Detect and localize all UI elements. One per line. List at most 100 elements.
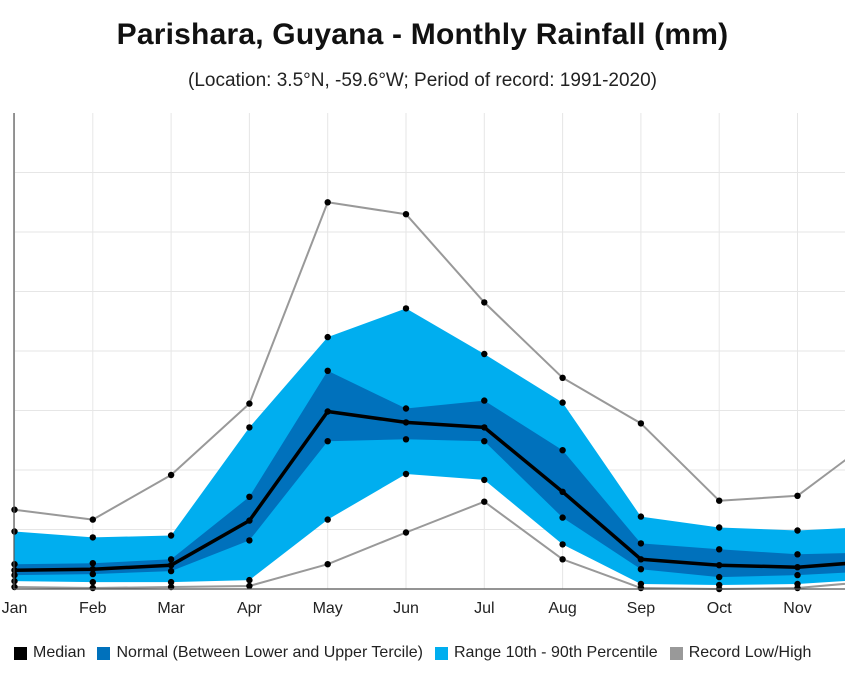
- lower-tercile-point: [324, 438, 331, 445]
- legend-label: Median: [33, 644, 86, 661]
- x-tick-label: Jun: [393, 600, 419, 617]
- legend-item: Normal (Between Lower and Upper Tercile): [97, 644, 423, 662]
- lower-tercile-point: [481, 438, 488, 445]
- median-line: [14, 409, 845, 572]
- record-high-point: [402, 211, 410, 218]
- legend-label: Normal (Between Lower and Upper Tercile): [116, 644, 423, 661]
- lower-tercile-point: [402, 436, 410, 443]
- record-low-point: [324, 561, 331, 568]
- record-high-point: [324, 199, 331, 206]
- legend-label: Range 10th - 90th Percentile: [454, 644, 658, 661]
- lower-tercile-point: [716, 573, 723, 581]
- lower-tercile-point: [794, 571, 801, 579]
- record-low-point: [637, 584, 645, 592]
- median-point: [89, 566, 97, 573]
- legend-swatch: [14, 646, 27, 660]
- p90-point: [324, 333, 331, 341]
- median-point: [246, 517, 253, 524]
- x-tick-label: Nov: [783, 600, 811, 617]
- p90-point: [637, 513, 645, 520]
- p90-point: [716, 524, 723, 531]
- tercile-normal-band: [14, 370, 845, 578]
- p10-point: [402, 470, 410, 478]
- x-tick-label: Jul: [474, 600, 494, 617]
- median-point: [324, 408, 331, 415]
- legend-swatch: [435, 646, 448, 660]
- record-low-point: [794, 584, 801, 592]
- upper-tercile-point: [402, 405, 410, 412]
- bands: [14, 308, 845, 585]
- legend-item: Median: [14, 644, 85, 662]
- median-point: [402, 419, 410, 426]
- p10-point: [559, 541, 566, 548]
- p10-point: [246, 576, 253, 584]
- upper-tercile-point: [716, 546, 723, 553]
- x-tick-label: Aug: [548, 600, 576, 617]
- p90-point: [246, 424, 253, 431]
- median-point: [716, 562, 723, 569]
- record-high-line: [14, 201, 845, 521]
- axes: [13, 113, 845, 590]
- x-tick-label: May: [313, 600, 343, 617]
- legend-label: Record Low/High: [688, 644, 812, 661]
- upper-tercile-point: [481, 397, 488, 404]
- p90-point: [559, 399, 566, 406]
- upper-tercile-point: [559, 447, 566, 454]
- p90-point: [402, 305, 410, 312]
- legend: Median Normal (Between Lower and Upper Te…: [14, 641, 823, 665]
- x-tick-label: Apr: [237, 600, 263, 617]
- median-point: [637, 556, 645, 563]
- record-high-point: [246, 400, 253, 407]
- record-low-point: [481, 498, 488, 505]
- legend-swatch: [97, 646, 111, 660]
- p90-point: [89, 534, 97, 541]
- upper-tercile-point: [246, 493, 253, 500]
- record-low-point: [402, 529, 410, 536]
- upper-tercile-point: [794, 551, 801, 558]
- legend-swatch: [669, 646, 683, 660]
- p10-point: [89, 578, 97, 586]
- p90-point: [794, 527, 801, 534]
- record-high-point: [559, 374, 566, 381]
- record-low-point: [89, 584, 97, 592]
- p10-point: [481, 476, 488, 484]
- x-tick-labels: JanFebMarAprMayJunJulAugSepOctNovDec: [2, 600, 812, 617]
- lower-tercile-point: [167, 567, 175, 575]
- median-point: [481, 424, 488, 431]
- legend-item: Record Low/High: [669, 644, 812, 662]
- median-point: [167, 562, 175, 569]
- chart-title: Parishara, Guyana - Monthly Rainfall (mm…: [116, 18, 729, 51]
- lower-tercile-point: [89, 570, 97, 578]
- x-tick-label: Mar: [157, 600, 185, 617]
- x-tick-label: Oct: [707, 600, 732, 617]
- upper-tercile-point: [167, 556, 175, 563]
- p10-point: [167, 578, 175, 586]
- record-low-point: [246, 582, 253, 590]
- record-high-point: [481, 299, 488, 306]
- points: [11, 199, 801, 593]
- p90-point: [167, 532, 175, 539]
- record-high-point: [794, 492, 801, 499]
- lower-tercile-point: [637, 566, 645, 573]
- record-low-point: [559, 556, 566, 563]
- x-tick-label: Feb: [79, 600, 107, 617]
- upper-tercile-point: [637, 540, 645, 547]
- chart-subtitle: (Location: 3.5°N, -59.6°W; Period of rec…: [188, 70, 657, 91]
- x-tick-label: Sep: [627, 600, 656, 617]
- record-high-point: [89, 516, 97, 523]
- upper-tercile-point: [324, 367, 331, 374]
- p10-point: [324, 516, 331, 523]
- record-high-point: [167, 471, 175, 479]
- lower-tercile-point: [246, 537, 253, 544]
- percentile-range-band: [14, 308, 845, 585]
- p90-point: [481, 350, 488, 358]
- record-high-point: [716, 497, 723, 504]
- x-tick-label: Jan: [2, 600, 28, 617]
- lower-tercile-point: [559, 514, 566, 521]
- median-point: [559, 488, 566, 495]
- median-point: [794, 564, 801, 571]
- record-high-point: [637, 420, 645, 427]
- legend-item: Range 10th - 90th Percentile: [435, 644, 658, 662]
- upper-tercile-point: [89, 560, 97, 567]
